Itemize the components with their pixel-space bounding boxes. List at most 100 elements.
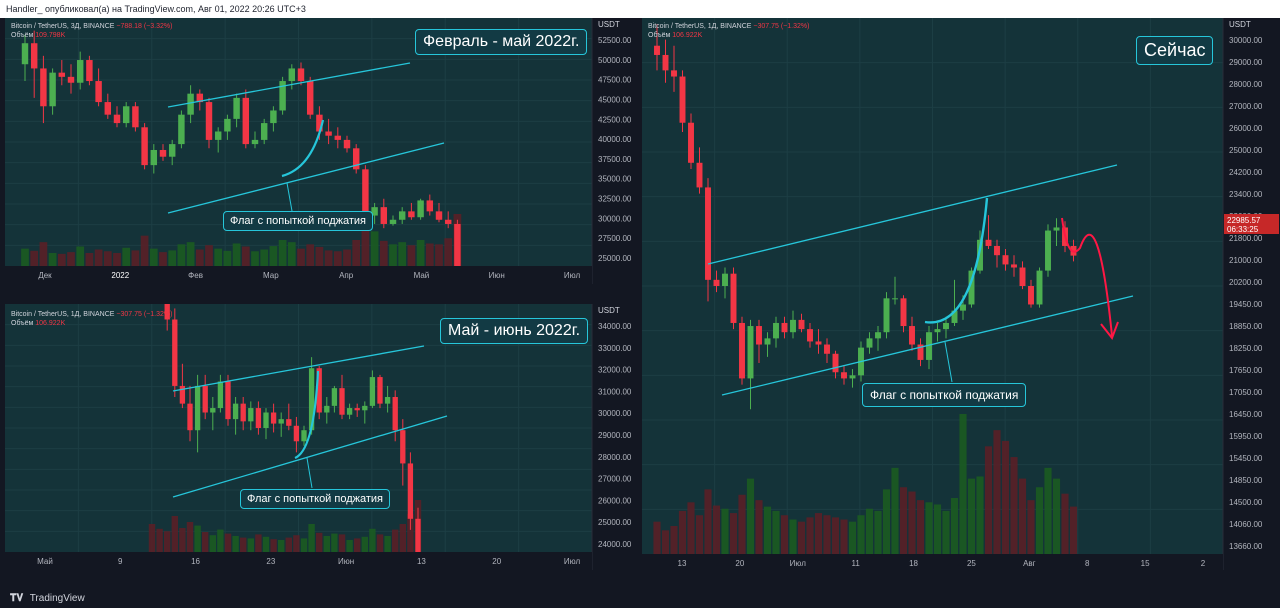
candle-body: [339, 388, 345, 415]
time-axis: [642, 554, 1223, 570]
volume-bar: [899, 487, 908, 554]
volume-bar: [217, 529, 224, 552]
volume-bar: [297, 248, 305, 266]
volume-bar: [840, 519, 848, 554]
volume-bar: [398, 242, 407, 266]
candle-body: [824, 344, 830, 354]
price-tick-label: 37500.00: [598, 155, 632, 164]
price-tick-label: 32500.00: [598, 195, 632, 204]
plot-area: [148, 304, 422, 552]
candle-body: [688, 122, 694, 163]
title-box-right: Сейчас: [1136, 36, 1214, 65]
candle-body: [444, 219, 452, 224]
squeeze-curve: [924, 197, 989, 324]
price-tick-label: 35000.00: [598, 175, 632, 184]
footer-bar: 𝐓𝐕 TradingView: [0, 590, 1280, 608]
price-tick-label: 15950.00: [1229, 432, 1263, 441]
volume-bar: [425, 243, 434, 266]
volume-bar: [942, 510, 950, 554]
legend-change: −307.75 (−1.32%): [753, 23, 810, 30]
volume-bar: [865, 508, 874, 554]
candle-body: [164, 304, 170, 320]
volume-bar: [806, 517, 814, 554]
price-tick-label: 25000.00: [598, 518, 632, 527]
volume-bar: [772, 510, 780, 554]
volume-label: Объём: [648, 32, 671, 39]
candle-body: [1019, 267, 1026, 286]
volume-bar: [278, 240, 287, 266]
candle-countdown: 06:33:25: [1227, 225, 1259, 234]
candle-body: [343, 139, 351, 149]
volume-bar: [1061, 493, 1069, 554]
candle-body: [654, 45, 660, 55]
time-tick-label: 23: [266, 557, 275, 566]
volume-bar: [678, 510, 687, 554]
price-tick-label: 21000.00: [1229, 256, 1263, 265]
chart-panel-top-left: USDT 52500.00 50000.00 47500.00 45000.00 4250…: [5, 18, 637, 284]
annotation-bottom-left: Флаг с попыткой поджатия: [240, 489, 391, 509]
volume-bar: [171, 516, 178, 552]
candle-body: [293, 425, 300, 442]
candle-body: [1045, 230, 1051, 271]
legend-symbol: Bitcoin / TetherUS, 3Д, BINANCE: [11, 23, 115, 30]
volume-bar: [959, 414, 967, 554]
annotation-pointer: [944, 341, 953, 383]
candle-body: [900, 298, 907, 327]
candle-body: [21, 43, 29, 65]
candle-body: [242, 97, 250, 145]
volume-bar: [755, 500, 763, 554]
candle-body: [790, 319, 796, 333]
volume-bar: [306, 244, 315, 266]
candle-body: [389, 219, 397, 224]
candle-body: [306, 81, 314, 115]
price-tick-label: 19450.00: [1229, 300, 1263, 309]
plot-area: [653, 24, 1078, 554]
volume-bar: [287, 242, 296, 266]
candle-body: [225, 381, 231, 420]
title-box-bottom-left: Май - июнь 2022г.: [440, 318, 589, 344]
candle-body: [248, 408, 254, 422]
volume-bar: [780, 515, 789, 554]
price-tick-label: 23400.00: [1229, 190, 1263, 199]
volume-bar: [262, 536, 270, 552]
current-price-value: 22985.57: [1227, 216, 1261, 225]
volume-bar: [384, 536, 391, 552]
price-tick-label: 26000.00: [1229, 124, 1263, 133]
volume-bar: [232, 536, 239, 552]
channel-upper-line: [167, 62, 411, 108]
candle-body: [325, 131, 332, 136]
volume-bar: [746, 478, 755, 554]
volume-bar: [354, 538, 361, 552]
candle-body: [316, 368, 322, 413]
volume-bar: [251, 251, 259, 266]
time-tick-label: Июн: [338, 557, 354, 566]
candle-body: [352, 148, 360, 170]
time-tick-label: 16: [191, 557, 200, 566]
volume-bar: [407, 245, 416, 266]
volume-bar: [379, 240, 388, 266]
volume-bar: [293, 535, 300, 552]
price-tick-label: 13660.00: [1229, 542, 1263, 551]
volume-bar: [156, 528, 163, 552]
candle-body: [286, 419, 292, 426]
price-tick-label: 30000.00: [598, 214, 632, 223]
candle-body: [297, 68, 305, 82]
volume-bar: [444, 238, 453, 266]
volume-bar: [1001, 440, 1010, 554]
volume-bar: [343, 249, 351, 266]
volume-bar: [159, 252, 167, 266]
volume-bar: [687, 502, 695, 554]
volume-bar: [285, 537, 292, 552]
volume-bar: [361, 218, 370, 266]
volume-bar: [721, 508, 729, 554]
price-tick-label: 50000.00: [598, 56, 632, 65]
candle-body: [1053, 227, 1060, 231]
volume-bar: [399, 524, 406, 552]
channel-lower-line: [721, 295, 1134, 396]
candle-body: [178, 114, 185, 145]
candle-body: [210, 408, 216, 413]
volume-bar: [1018, 478, 1027, 554]
candle-body: [202, 385, 208, 413]
volume-bar: [346, 540, 353, 552]
time-tick-label: 2: [1201, 559, 1206, 568]
